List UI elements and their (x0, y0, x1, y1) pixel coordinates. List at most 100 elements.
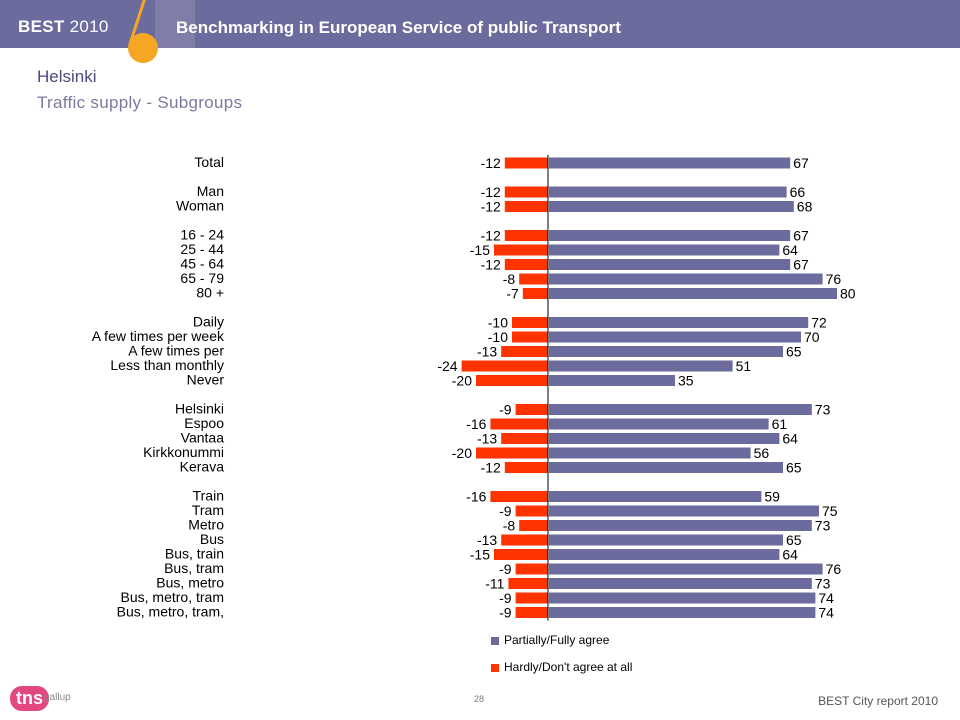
agree-value-label: 74 (818, 590, 834, 606)
agree-bar (549, 273, 823, 285)
category-label: Metro (188, 517, 224, 533)
disagree-value-label: -7 (506, 286, 519, 302)
category-label: Man (197, 183, 224, 199)
category-label: Daily (193, 314, 224, 330)
disagree-value-label: -15 (470, 547, 490, 563)
disagree-bar (476, 447, 548, 459)
legend-swatch-agree (491, 636, 499, 645)
agree-bar (549, 462, 783, 473)
disagree-value-label: -12 (481, 460, 501, 476)
agree-bar (549, 447, 751, 459)
category-label: 16 - 24 (180, 227, 224, 243)
category-label: Never (187, 372, 225, 388)
agree-value-label: 35 (678, 373, 694, 389)
brand-name: BEST (18, 17, 65, 36)
brand-year: 2010 (69, 17, 109, 36)
agree-value-label: 70 (804, 329, 820, 345)
agree-bar (549, 505, 819, 517)
category-label: Vantaa (181, 430, 225, 446)
category-label: Bus, metro (156, 575, 224, 591)
disagree-bar (490, 418, 548, 430)
agree-value-label: 65 (786, 532, 802, 548)
disagree-value-label: -13 (477, 532, 497, 548)
agree-bar (549, 404, 812, 415)
agree-value-label: 64 (782, 242, 798, 258)
disagree-value-label: -24 (437, 358, 457, 374)
category-label: Total (194, 154, 224, 170)
agree-value-label: 64 (782, 547, 798, 563)
category-label: 45 - 64 (180, 256, 224, 272)
disagree-value-label: -13 (477, 431, 497, 447)
agree-value-label: 75 (822, 503, 838, 519)
agree-value-label: 73 (815, 518, 831, 534)
disagree-bar (461, 360, 548, 372)
disagree-bar (504, 230, 548, 241)
disagree-value-label: -9 (499, 402, 512, 418)
agree-bar (549, 491, 762, 502)
disagree-bar (504, 186, 548, 198)
disagree-value-label: -20 (452, 445, 472, 461)
agree-value-label: 73 (815, 402, 831, 418)
agree-value-label: 67 (793, 228, 809, 244)
disagree-bar (512, 331, 548, 343)
disagree-bar (501, 534, 548, 546)
page-title: Helsinki (37, 67, 97, 86)
category-label: Woman (176, 198, 224, 214)
diverging-bar-chart: Total 67 -12 Man 66 -12 Woman 68 -12 16 - 24 67 -12… (92, 154, 856, 621)
legend-item-agree: Partially/Fully agree (491, 633, 609, 647)
disagree-bar (515, 592, 548, 604)
agree-value-label: 72 (811, 315, 827, 331)
disagree-bar (512, 317, 548, 328)
disagree-value-label: -9 (499, 561, 512, 577)
agree-value-label: 65 (786, 460, 802, 476)
agree-bar (549, 534, 783, 546)
agree-value-label: 76 (826, 561, 842, 577)
disagree-value-label: -9 (499, 590, 512, 606)
disagree-value-label: -20 (452, 373, 472, 389)
category-label: Bus, train (165, 546, 224, 562)
agree-value-label: 66 (790, 184, 806, 200)
category-label: Less than monthly (110, 357, 224, 373)
disagree-value-label: -8 (503, 518, 516, 534)
disagree-bar (504, 462, 548, 473)
agree-bar (549, 418, 769, 430)
disagree-bar (494, 549, 548, 560)
category-label: A few times per (128, 343, 224, 359)
disagree-value-label: -8 (503, 271, 516, 287)
legend-item-disagree: Hardly/Don't agree at all (491, 660, 632, 674)
legend-label-agree: Partially/Fully agree (504, 633, 610, 647)
disagree-value-label: -15 (470, 242, 490, 258)
tns-gallup-logo: tns gallup (10, 680, 80, 712)
disagree-value-label: -12 (481, 257, 501, 273)
disagree-bar (515, 607, 548, 618)
disagree-bar (501, 433, 548, 444)
legend-swatch-disagree (491, 663, 499, 672)
category-label: 25 - 44 (180, 241, 224, 257)
agree-value-label: 73 (815, 576, 831, 592)
agree-bar (549, 592, 816, 604)
agree-bar (549, 259, 791, 270)
brand-logo: BEST 2010 (18, 17, 109, 37)
agree-value-label: 51 (736, 358, 752, 374)
agree-bar (549, 230, 791, 241)
agree-value-label: 67 (793, 155, 809, 171)
disagree-bar (476, 375, 548, 386)
disagree-bar (504, 157, 548, 169)
agree-bar (549, 549, 780, 560)
logo-tns: tns (10, 686, 49, 711)
agree-value-label: 74 (818, 605, 834, 621)
disagree-bar (519, 520, 548, 531)
legend-label-disagree: Hardly/Don't agree at all (504, 660, 633, 674)
agree-bar (549, 346, 783, 357)
category-label: Espoo (184, 415, 224, 431)
header-accent-dot (128, 33, 158, 63)
agree-bar (549, 375, 675, 386)
category-label: 80 + (196, 285, 224, 301)
page-number: 28 (474, 694, 485, 704)
header-headline: Benchmarking in European Service of publ… (176, 18, 621, 37)
agree-value-label: 80 (840, 286, 856, 302)
disagree-value-label: -12 (481, 155, 501, 171)
disagree-value-label: -12 (481, 199, 501, 215)
footer-note: BEST City report 2010 (818, 694, 938, 708)
disagree-bar (504, 201, 548, 212)
